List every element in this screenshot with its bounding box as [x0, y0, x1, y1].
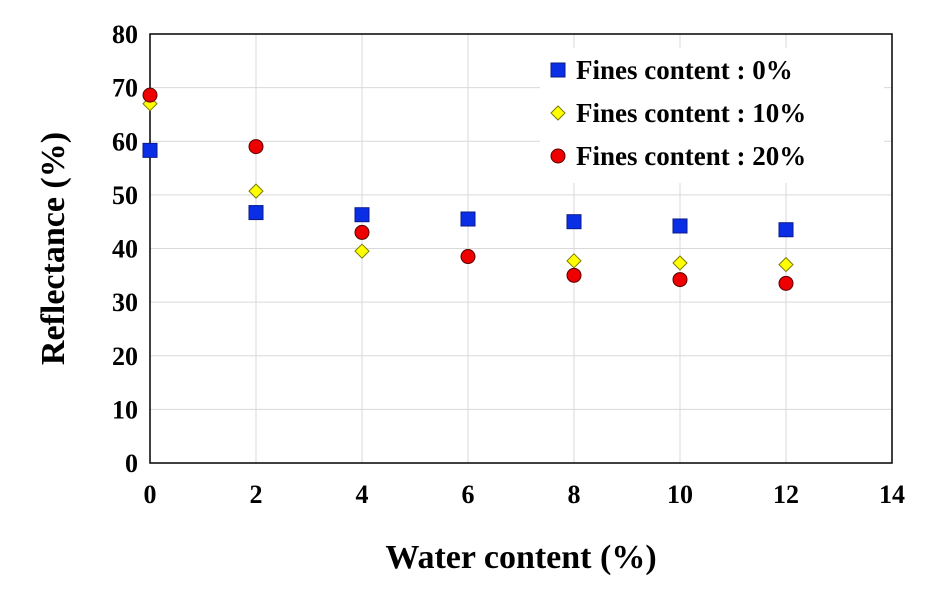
y-tick-label: 0: [125, 449, 138, 478]
legend: Fines content : 0% Fines content : 10% Fin…: [540, 48, 884, 183]
x-tick-label: 8: [568, 480, 581, 509]
x-tick-label: 6: [462, 480, 475, 509]
legend-item: Fines content : 20%: [550, 141, 806, 171]
series-1: [142, 142, 794, 238]
y-tick-label: 40: [112, 235, 138, 264]
data-point: [566, 214, 582, 230]
data-point: [248, 183, 264, 199]
x-axis-title: Water content (%): [385, 539, 656, 576]
x-tick-label: 14: [879, 480, 905, 509]
x-tick-label: 10: [667, 480, 693, 509]
data-point: [142, 87, 158, 103]
data-point: [354, 243, 370, 259]
legend-label: Fines content : 10%: [576, 98, 806, 128]
plot-area: [149, 33, 893, 464]
data-point: [354, 207, 370, 223]
legend-background: [540, 48, 884, 183]
data-point: [460, 249, 476, 265]
legend-marker: [550, 105, 566, 121]
data-point: [672, 272, 688, 288]
data-point: [778, 275, 794, 291]
x-tick-label: 12: [773, 480, 799, 509]
x-tick-label: 2: [250, 480, 263, 509]
data-point: [778, 256, 794, 273]
y-tick-label: 50: [112, 181, 138, 210]
data-point: [672, 255, 688, 271]
x-tick-label: 0: [144, 480, 157, 509]
legend-label: Fines content : 20%: [576, 141, 806, 171]
legend-item: Fines content : 10%: [550, 98, 806, 128]
legend-label: Fines content : 0%: [576, 55, 793, 85]
y-tick-label: 80: [112, 20, 138, 49]
data-point: [778, 222, 794, 238]
y-tick-label: 10: [112, 395, 138, 424]
data-point: [460, 211, 476, 227]
x-tick-label: 4: [356, 480, 369, 509]
legend-marker: [550, 62, 566, 78]
y-tick-label: 70: [112, 74, 138, 103]
data-point: [354, 224, 370, 240]
data-point: [248, 139, 264, 155]
y-axis-title: Reflectance (%): [35, 132, 72, 365]
y-tick-label: 60: [112, 127, 138, 156]
data-point: [672, 218, 688, 234]
series-3: [142, 87, 794, 291]
legend-marker: [550, 148, 566, 164]
y-tick-label: 20: [112, 342, 138, 371]
data-point: [566, 253, 582, 269]
data-point: [142, 142, 158, 158]
tick-labels: 0 2 4 6 8 10 12 14 0 10 20 30 40 50 60 70 80: [112, 20, 905, 509]
data-points: [142, 87, 794, 291]
data-point: [248, 205, 264, 221]
y-tick-label: 30: [112, 288, 138, 317]
legend-item: Fines content : 0%: [550, 55, 793, 85]
data-point: [566, 267, 582, 283]
